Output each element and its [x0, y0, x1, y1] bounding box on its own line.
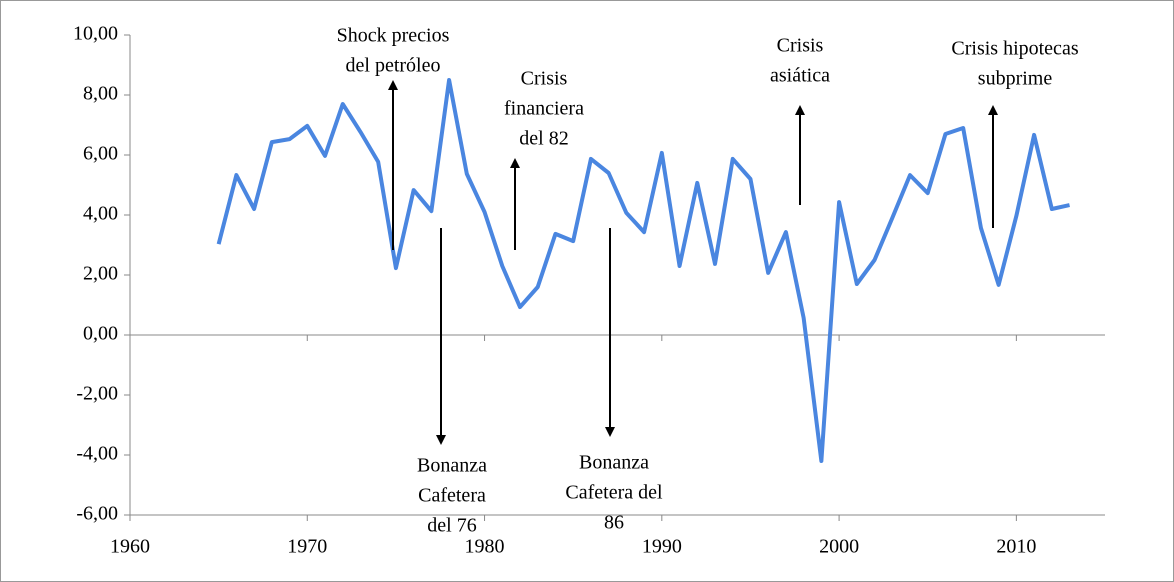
- annotation-text: del 76: [427, 515, 476, 537]
- y-tick-label: 4,00: [83, 203, 118, 225]
- annotation-text: 86: [604, 512, 624, 534]
- annotation-text: asiática: [770, 65, 830, 87]
- annotation-text: Shock precios: [337, 25, 450, 47]
- annotation-text: Bonanza: [417, 455, 487, 477]
- annotation-text: Crisis hipotecas: [951, 38, 1078, 60]
- x-tick-label: 1960: [110, 536, 150, 558]
- y-tick-label: 2,00: [83, 263, 118, 285]
- annotation-text: Cafetera del: [565, 482, 663, 504]
- data-line: [216, 78, 1070, 463]
- y-tick-label: 10,00: [73, 23, 118, 45]
- x-tick-label: 1980: [465, 536, 505, 558]
- annotation-text: Cafetera: [418, 485, 486, 507]
- y-tick-label: 6,00: [83, 143, 118, 165]
- x-tick-label: 1970: [287, 536, 327, 558]
- y-tick-label: 0,00: [83, 323, 118, 345]
- annotation-text: del petróleo: [346, 55, 441, 77]
- annotation-text: Crisis: [777, 35, 824, 57]
- y-tick-label: -2,00: [76, 383, 118, 405]
- y-tick-label: -6,00: [76, 503, 118, 525]
- x-tick-label: 2010: [996, 536, 1036, 558]
- annotation-text: subprime: [978, 68, 1053, 90]
- annotation-text: Crisis: [521, 68, 568, 90]
- y-tick-label: -4,00: [76, 443, 118, 465]
- x-tick-label: 1990: [642, 536, 682, 558]
- x-tick-label: 2000: [819, 536, 859, 558]
- annotation-text: del 82: [519, 128, 568, 150]
- annotation-text: financiera: [504, 98, 584, 120]
- annotation-text: Bonanza: [579, 452, 649, 474]
- y-tick-label: 8,00: [83, 83, 118, 105]
